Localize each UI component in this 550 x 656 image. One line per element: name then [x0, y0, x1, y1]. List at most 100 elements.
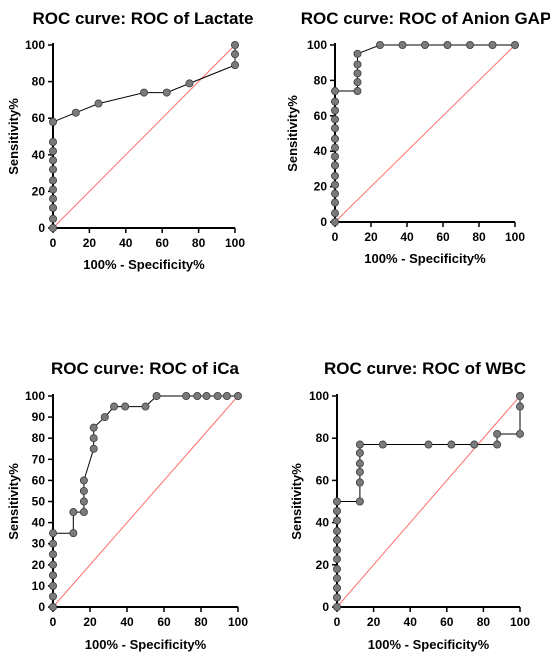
data-point: [465, 41, 474, 50]
data-point: [69, 508, 78, 517]
data-point: [355, 467, 364, 476]
data-point: [230, 61, 239, 70]
data-point: [331, 134, 340, 143]
data-point: [355, 448, 364, 457]
x-tick-label: 80: [477, 615, 491, 629]
data-point: [424, 440, 433, 449]
data-point: [420, 41, 429, 50]
y-tick-label: 0: [38, 600, 45, 614]
data-point: [193, 392, 202, 401]
data-point: [49, 214, 58, 223]
data-point: [89, 423, 98, 432]
y-tick-label: 60: [32, 111, 46, 125]
y-tick-label: 60: [32, 473, 46, 487]
chart-svg-ica: ROC curve: ROC of iCa 0 20 40 60 80 100 0 10 20 30…: [6, 359, 248, 652]
data-point: [333, 574, 342, 583]
y-tick-label: 100: [307, 38, 327, 52]
data-point: [331, 87, 340, 96]
chart-panel-ica: ROC curve: ROC of iCa 0 20 40 60 80 100 0 10 20 30…: [0, 328, 275, 656]
data-point: [333, 602, 342, 611]
data-point: [100, 413, 109, 422]
y-tick-label: 60: [316, 473, 330, 487]
data-point: [493, 440, 502, 449]
y-tick-label: 20: [32, 184, 46, 198]
data-point: [331, 209, 340, 218]
data-point: [49, 550, 58, 559]
y-tick-label: 100: [25, 389, 45, 403]
x-tick-label: 60: [436, 230, 450, 244]
reference-line: [52, 44, 236, 229]
data-point: [331, 143, 340, 152]
x-tick-label: 20: [83, 615, 97, 629]
y-tick-label: 30: [32, 537, 46, 551]
data-point: [331, 161, 340, 170]
x-tick-label: 60: [156, 236, 170, 250]
x-tick-label: 60: [157, 615, 171, 629]
data-point: [333, 516, 342, 525]
data-point: [79, 486, 88, 495]
data-point: [333, 593, 342, 602]
data-point: [49, 176, 58, 185]
data-point: [331, 97, 340, 106]
reference-line: [334, 44, 516, 223]
data-point: [49, 156, 58, 165]
x-tick-label: 20: [83, 236, 97, 250]
chart-title: ROC curve: ROC of iCa: [51, 359, 240, 378]
x-tick-label: 100: [228, 615, 248, 629]
data-point: [49, 560, 58, 569]
y-tick-label: 40: [32, 516, 46, 530]
data-point: [89, 444, 98, 453]
x-axis-label: 100% - Specificity%: [368, 637, 490, 652]
data-point: [94, 99, 103, 108]
data-point: [185, 79, 194, 88]
data-point: [71, 108, 80, 117]
y-tick-label: 80: [32, 431, 46, 445]
data-point: [139, 88, 148, 97]
data-point: [331, 115, 340, 124]
y-tick-label: 20: [316, 558, 330, 572]
y-tick-label: 10: [32, 579, 46, 593]
chart-svg-anion-gap: ROC curve: ROC of Anion GAP 0 20 40 60 80 100 0…: [285, 9, 550, 266]
x-tick-label: 0: [50, 615, 57, 629]
data-point: [333, 506, 342, 515]
data-point: [230, 50, 239, 59]
y-tick-label: 40: [32, 148, 46, 162]
data-point: [213, 392, 222, 401]
y-tick-label: 70: [32, 452, 46, 466]
chart-title: ROC curve: ROC of Anion GAP: [301, 9, 550, 28]
data-point: [353, 49, 362, 58]
chart-title: ROC curve: ROC of WBC: [324, 359, 526, 378]
data-point: [331, 106, 340, 115]
data-point: [49, 165, 58, 174]
data-point: [488, 41, 497, 50]
data-point: [510, 41, 519, 50]
data-point: [355, 497, 364, 506]
data-point: [333, 535, 342, 544]
data-point: [79, 497, 88, 506]
x-tick-label: 0: [334, 615, 341, 629]
data-point: [222, 392, 231, 401]
x-tick-label: 40: [120, 615, 134, 629]
data-point: [49, 223, 58, 232]
chart-panel-lactate: ROC curve: ROC of Lactate 0 20 40 60 80 100 0 20…: [0, 0, 275, 328]
data-point: [331, 217, 340, 226]
data-point: [353, 78, 362, 87]
data-point: [79, 476, 88, 485]
y-tick-label: 50: [32, 495, 46, 509]
data-point: [49, 194, 58, 203]
data-point: [353, 87, 362, 96]
y-tick-label: 0: [320, 215, 327, 229]
data-point: [515, 392, 524, 401]
y-tick-label: 100: [309, 389, 329, 403]
y-tick-label: 80: [32, 75, 46, 89]
roc-curve-line: [52, 395, 238, 607]
data-point: [89, 434, 98, 443]
y-tick-label: 100: [25, 38, 45, 52]
data-point: [331, 189, 340, 198]
data-point: [333, 584, 342, 593]
data-point: [333, 546, 342, 555]
data-point: [49, 592, 58, 601]
y-tick-label: 20: [32, 558, 46, 572]
data-point: [49, 571, 58, 580]
data-point: [49, 529, 58, 538]
